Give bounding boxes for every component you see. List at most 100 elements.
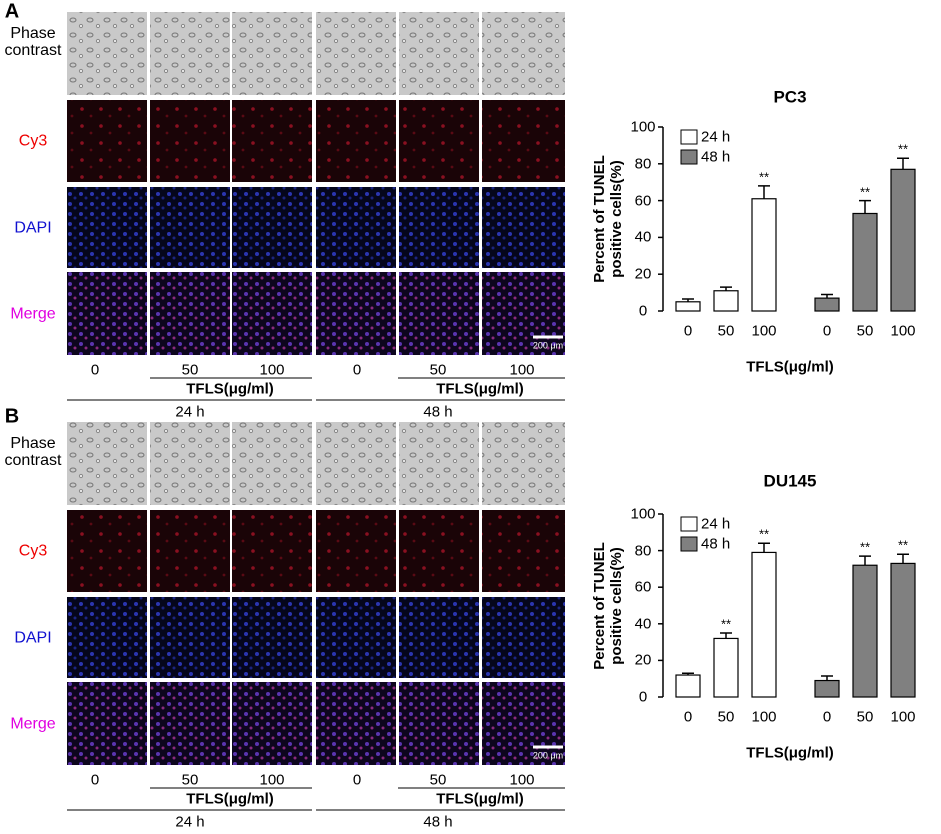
micrograph (150, 682, 230, 765)
row-label: Phase contrast (4, 24, 62, 59)
y-tick-label: 20 (634, 651, 652, 669)
error-bar (821, 675, 833, 681)
micrograph (399, 100, 479, 182)
treatment-label: TFLS(μg/ml) (186, 790, 274, 808)
dose-label: 100 (259, 771, 285, 789)
micrograph (399, 12, 479, 95)
x-tick-label: 0 (683, 708, 693, 726)
micrograph (67, 187, 147, 268)
dose-label: 50 (429, 361, 447, 379)
row-label: Merge (10, 305, 56, 322)
dose-label: 0 (352, 771, 362, 789)
legend-label: 48 h (701, 535, 731, 553)
bar (713, 637, 739, 698)
legend-swatch (680, 129, 698, 145)
error-bar (821, 293, 833, 299)
dose-label: 0 (90, 361, 100, 379)
significance: ** (859, 184, 871, 200)
y-tick-label: 60 (634, 578, 652, 596)
time-label: 24 h (175, 813, 205, 831)
y-tick-label: 0 (638, 688, 648, 706)
micrograph (150, 12, 230, 95)
row-label: DAPI (14, 219, 52, 236)
micrograph (399, 187, 479, 268)
y-tick-label: 40 (634, 228, 652, 246)
micrograph (232, 682, 312, 765)
dose-label: 0 (352, 361, 362, 379)
micrograph (399, 422, 479, 505)
row-label: Merge (10, 715, 56, 732)
bar (675, 674, 701, 698)
dose-label: 50 (181, 361, 199, 379)
micrograph (150, 597, 230, 678)
bar (852, 564, 878, 698)
x-tick-label: 100 (751, 322, 777, 340)
error-bar (897, 553, 909, 564)
micrograph (232, 187, 312, 268)
chart-title: PC3 (773, 87, 807, 107)
bar (890, 168, 916, 312)
time-label: 48 h (423, 813, 453, 831)
significance: ** (758, 526, 770, 542)
y-axis-label: Percent of TUNEL positive cells(%) (591, 155, 625, 283)
micrograph (399, 597, 479, 678)
significance: ** (720, 616, 732, 632)
dose-label: 100 (509, 771, 535, 789)
bar (713, 290, 739, 312)
micrograph (316, 597, 396, 678)
error-bar (897, 157, 909, 170)
bar (814, 679, 840, 698)
micrograph (150, 100, 230, 182)
x-tick-label: 100 (751, 708, 777, 726)
error-bar (758, 542, 770, 553)
y-tick-label: 0 (638, 302, 648, 320)
micrograph (232, 100, 312, 182)
micrograph (482, 422, 565, 505)
micrograph (482, 510, 565, 592)
micrograph (150, 422, 230, 505)
treatment-label: TFLS(μg/ml) (186, 380, 274, 398)
micrograph (316, 187, 396, 268)
x-axis-label: TFLS(μg/ml) (746, 744, 834, 762)
micrograph (67, 510, 147, 592)
micrograph (399, 682, 479, 765)
bar (751, 551, 777, 698)
scale-bar-label: 200 μm (532, 750, 564, 761)
y-tick-label: 20 (634, 265, 652, 283)
chart-title: DU145 (763, 471, 817, 491)
dose-label: 0 (90, 771, 100, 789)
y-tick-label: 40 (634, 615, 652, 633)
micrograph (67, 597, 147, 678)
micrograph (67, 272, 147, 355)
micrograph (316, 272, 396, 355)
legend-swatch (680, 516, 698, 532)
x-tick-label: 50 (856, 322, 874, 340)
micrograph (150, 272, 230, 355)
row-label: Cy3 (18, 132, 48, 150)
x-tick-label: 50 (717, 322, 735, 340)
scale-bar-label: 200 μm (532, 340, 564, 351)
micrograph (67, 422, 147, 505)
bar (751, 198, 777, 312)
significance: ** (897, 537, 909, 553)
dose-label: 100 (509, 361, 535, 379)
legend-swatch (680, 536, 698, 552)
x-tick-label: 0 (822, 708, 832, 726)
micrograph (232, 12, 312, 95)
micrograph (482, 12, 565, 95)
panel-label: B (4, 405, 20, 428)
micrograph (232, 597, 312, 678)
micrograph (482, 100, 565, 182)
error-bar (720, 632, 732, 639)
bar (675, 301, 701, 312)
error-bar (859, 555, 871, 566)
x-tick-label: 100 (890, 322, 916, 340)
micrograph (482, 272, 565, 355)
error-bar (682, 672, 694, 676)
legend-swatch (680, 149, 698, 165)
micrograph (150, 187, 230, 268)
significance: ** (859, 539, 871, 555)
x-axis-label: TFLS(μg/ml) (746, 358, 834, 376)
